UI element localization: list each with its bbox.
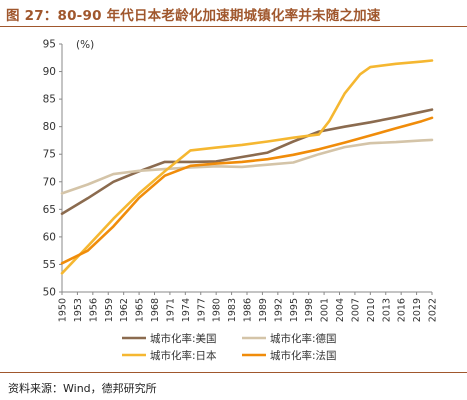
y-tick-label: 95 xyxy=(43,39,56,51)
x-tick-label: 2013 xyxy=(381,298,392,322)
series-line-france xyxy=(60,116,434,265)
source-note: 资料来源：Wind，德邦研究所 xyxy=(8,382,157,395)
x-tick-label: 1956 xyxy=(88,298,99,322)
x-tick-label: 1992 xyxy=(273,298,284,322)
y-tick-label: 55 xyxy=(43,259,56,271)
title-rule xyxy=(0,26,467,27)
x-tick-label: 2016 xyxy=(397,298,408,322)
x-tick-label: 1962 xyxy=(119,298,130,322)
x-tick-label: 2004 xyxy=(335,298,346,322)
x-tick-label: 1983 xyxy=(227,298,238,322)
x-tick-label: 2022 xyxy=(428,298,439,322)
series-line-germany xyxy=(60,138,434,195)
x-tick-label: 1986 xyxy=(243,298,254,322)
x-axis: 1950 1953 1956 1959 1962 1965 1968 1971 1974 1977… xyxy=(58,291,439,322)
legend-label-usa: 城市化率:美国 xyxy=(150,332,217,345)
x-tick-label: 2001 xyxy=(320,298,331,322)
y-tick-label: 90 xyxy=(43,66,56,78)
y-axis-unit-label: (%) xyxy=(76,39,94,51)
x-tick-label: 1968 xyxy=(150,298,161,322)
x-tick-label: 1995 xyxy=(289,298,300,322)
y-tick-label: 60 xyxy=(43,231,56,243)
y-tick-label: 70 xyxy=(43,176,56,188)
x-tick-label: 2019 xyxy=(412,298,423,322)
x-tick-label: 2010 xyxy=(366,298,377,322)
x-tick-label: 1950 xyxy=(58,298,69,322)
x-tick-label: 1971 xyxy=(165,298,176,322)
series-lines xyxy=(60,59,434,275)
x-tick-label: 1989 xyxy=(258,298,269,322)
y-tick-label: 50 xyxy=(43,287,56,299)
x-tick-label: 1980 xyxy=(212,298,223,322)
y-axis: 50 55 60 65 70 75 80 85 90 95 xyxy=(43,39,63,299)
x-tick-label: 2007 xyxy=(350,298,361,322)
x-tick-label: 1965 xyxy=(135,298,146,322)
x-tick-label: 1998 xyxy=(304,298,315,322)
y-tick-label: 85 xyxy=(43,94,56,106)
y-tick-label: 75 xyxy=(43,149,56,161)
x-tick-label: 1959 xyxy=(104,298,115,322)
x-tick-label: 1977 xyxy=(196,298,207,322)
x-tick-label: 1974 xyxy=(181,298,192,322)
series-line-usa xyxy=(60,108,434,215)
y-tick-label: 65 xyxy=(43,204,56,216)
source-rule xyxy=(0,372,467,373)
figure-title: 图 27：80-90 年代日本老龄化加速期城镇化率并未随之加速 xyxy=(6,8,381,24)
legend-label-japan: 城市化率:日本 xyxy=(150,349,217,362)
legend-label-germany: 城市化率:德国 xyxy=(270,332,337,345)
x-tick-label: 1953 xyxy=(73,298,84,322)
legend-label-france: 城市化率:法国 xyxy=(270,349,337,362)
y-tick-label: 80 xyxy=(43,121,56,133)
series-line-japan xyxy=(60,59,434,275)
